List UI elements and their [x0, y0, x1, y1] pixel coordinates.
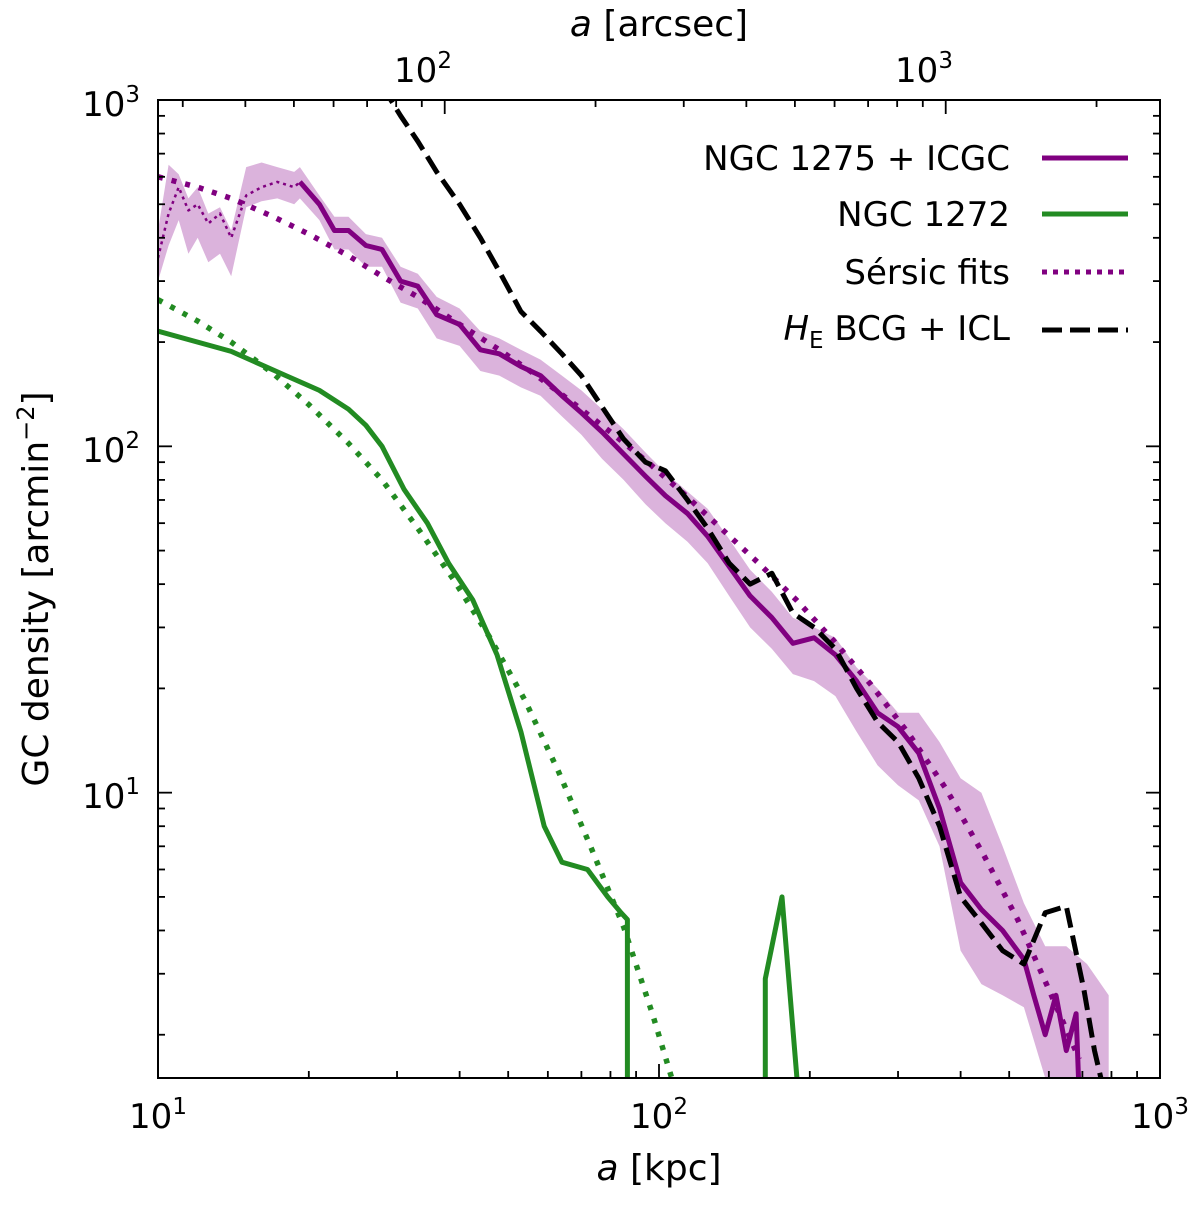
y-tick-label: 102 — [82, 428, 140, 471]
axis-ticks — [157, 99, 1161, 1078]
series-line-ngc-1275-icgc — [298, 180, 1081, 1078]
y-tick-labels: 101 102 103 — [82, 82, 140, 817]
y-axis-label: GC density [arcmin−2] — [12, 391, 57, 786]
x-tick-label: 101 — [129, 1094, 187, 1137]
y-tick-label: 103 — [82, 82, 140, 125]
legend: NGC 1275 + ICGC NGC 1272 Sérsic fits HE … — [703, 139, 1128, 354]
x-axis-label: a [kpc] — [596, 1148, 721, 1189]
x-tick-labels: 101 102 103 — [129, 1094, 1189, 1137]
series-line-ngc-1272-outer-spike — [762, 894, 800, 1078]
legend-label-he-bcg-icl: HE BCG + ICL — [783, 309, 1010, 354]
legend-label-ngc1272: NGC 1272 — [837, 195, 1010, 235]
series-line-ngc-1272 — [158, 328, 630, 1078]
series-line-s-rsic-fits-ngc-1272 — [158, 297, 675, 1078]
legend-label-ngc1275: NGC 1275 + ICGC — [703, 139, 1010, 179]
top-tick-labels: 102 103 — [394, 48, 953, 91]
top-tick-label: 102 — [394, 48, 452, 91]
x-tick-label: 102 — [630, 1094, 688, 1137]
series-line-h-e-bcg-icl — [387, 100, 1104, 1078]
top-axis-label: a [arcsec] — [570, 4, 748, 45]
plot-area — [158, 100, 1109, 1078]
series-line-ngc-1275-inner-thin-dotted — [158, 180, 301, 259]
uncertainty-band — [158, 162, 1109, 1078]
top-tick-label: 103 — [895, 48, 953, 91]
y-tick-label: 101 — [82, 774, 140, 817]
x-tick-label: 103 — [1131, 1094, 1189, 1137]
legend-label-sersic: Sérsic fits — [844, 253, 1010, 293]
